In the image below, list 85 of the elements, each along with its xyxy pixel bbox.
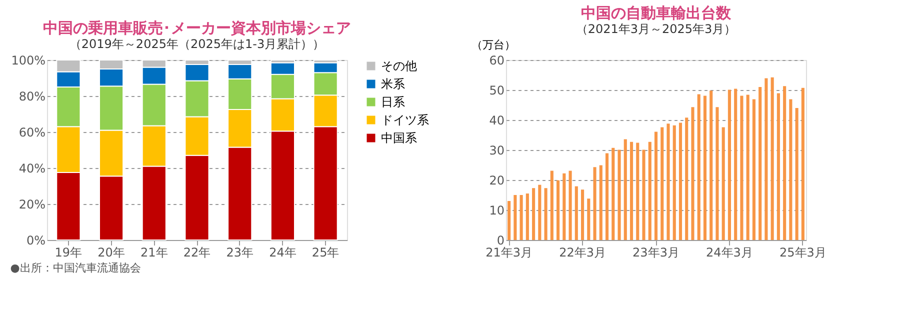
- x-tick-label: 20年: [98, 246, 125, 260]
- x-tick-label: 23年3月: [632, 246, 680, 260]
- y-tick-label: 0%: [26, 234, 46, 248]
- bar: [562, 173, 566, 240]
- legend-label: 米系: [381, 77, 405, 91]
- legend-label: 中国系: [381, 131, 417, 145]
- bar: [593, 167, 596, 240]
- bar: [770, 77, 774, 240]
- chart-title: 中国の自動車輸出台数: [581, 4, 732, 22]
- bar: [568, 170, 572, 240]
- x-tick-label: 22年: [183, 246, 211, 260]
- x-tick-label: 25年: [312, 246, 340, 260]
- bar: [789, 99, 792, 240]
- bar: [618, 150, 621, 240]
- bar: [776, 93, 780, 240]
- legend-label: ドイツ系: [381, 113, 429, 127]
- bar: [574, 186, 578, 240]
- bar: [795, 108, 798, 240]
- y-tick-label: 100%: [11, 54, 46, 68]
- bar: [734, 88, 738, 240]
- y-tick-label: 50: [489, 84, 504, 98]
- bar: [703, 96, 707, 240]
- bar: [538, 184, 542, 240]
- y-tick-label: 60: [489, 54, 504, 68]
- bar: [801, 88, 804, 240]
- y-axis-title: （万台）: [472, 38, 516, 52]
- bar: [550, 170, 554, 240]
- x-tick-label: 24年: [269, 246, 296, 260]
- chart-subtitle: （2021年3月～2025年3月）: [576, 22, 736, 36]
- bar: [783, 86, 786, 240]
- y-tick-label: 60%: [18, 126, 46, 140]
- bar: [514, 195, 517, 240]
- bar: [752, 99, 756, 240]
- bar: [642, 150, 646, 240]
- bar: [526, 194, 529, 240]
- bar: [666, 124, 670, 240]
- y-tick-label: 0: [496, 234, 504, 248]
- bar: [648, 142, 652, 240]
- y-tick-label: 40: [489, 114, 504, 128]
- bar: [587, 198, 590, 240]
- bar: [691, 107, 694, 240]
- bar: [764, 78, 768, 240]
- y-tick-label: 10: [489, 204, 504, 218]
- bar: [581, 190, 584, 240]
- bar: [654, 132, 658, 240]
- x-tick-label: 23年: [226, 246, 254, 260]
- y-tick-label: 80%: [18, 90, 46, 104]
- y-tick-label: 20%: [18, 198, 46, 212]
- bar: [710, 90, 713, 240]
- bar: [612, 148, 615, 240]
- y-tick-label: 20: [489, 174, 504, 188]
- bar: [532, 188, 536, 240]
- x-tick-label: 19年: [54, 246, 82, 260]
- bar: [722, 127, 725, 240]
- bar: [746, 94, 750, 240]
- x-tick-label: 24年3月: [706, 246, 753, 260]
- bar: [636, 142, 640, 240]
- bar: [740, 96, 744, 240]
- x-tick-label: 22年3月: [559, 246, 606, 260]
- bar: [624, 139, 627, 240]
- bar: [630, 142, 634, 240]
- legend-label: その他: [381, 59, 417, 73]
- bar: [508, 201, 511, 240]
- bar: [697, 94, 700, 240]
- bar: [758, 87, 762, 240]
- bar: [520, 195, 523, 240]
- bar: [678, 122, 682, 240]
- bar: [599, 165, 602, 240]
- bar: [685, 118, 688, 240]
- bar: [672, 125, 676, 240]
- chart-subtitle: （2019年～2025年（2025年は1-3月累計））: [69, 37, 325, 51]
- legend-label: 日系: [381, 95, 405, 109]
- bar: [728, 90, 731, 240]
- bar: [605, 153, 609, 240]
- chart-title: 中国の乗用車販売･メーカー資本別市場シェア: [43, 19, 351, 37]
- bar: [660, 127, 664, 240]
- x-tick-label: 25年3月: [779, 246, 826, 260]
- x-tick-label: 21年3月: [486, 246, 533, 260]
- x-tick-label: 21年: [140, 246, 168, 260]
- y-tick-label: 40%: [18, 162, 46, 176]
- bar: [556, 180, 560, 240]
- text: ●出所：中国汽車流通協会: [10, 262, 141, 274]
- bar: [544, 188, 548, 240]
- bar: [716, 107, 719, 240]
- y-tick-label: 30: [489, 144, 504, 158]
